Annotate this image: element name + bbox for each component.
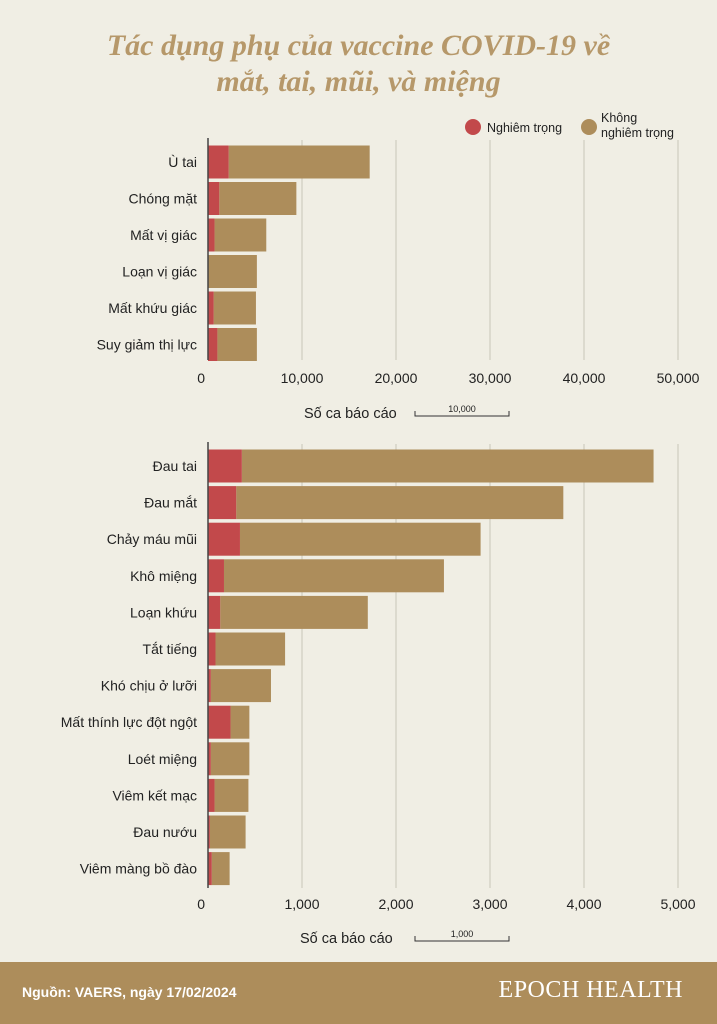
x-tick-label: 20,000 bbox=[375, 370, 418, 386]
category-label: Loạn khứu bbox=[130, 604, 197, 620]
scale-bracket bbox=[414, 411, 510, 417]
scale-label: 10,000 bbox=[448, 404, 476, 414]
category-label: Viêm kết mạc bbox=[112, 787, 197, 803]
bar-non-serious bbox=[230, 705, 250, 739]
chart-bottom: Đau tai Đau mắt Chảy máu mũi Khô miệng Loạn … bbox=[61, 442, 696, 947]
category-label: Đau tai bbox=[153, 458, 197, 474]
x-tick-label: 0 bbox=[197, 370, 205, 386]
bar-serious bbox=[208, 742, 211, 776]
x-axis-label: Số ca báo cáo bbox=[304, 406, 397, 422]
bar-serious bbox=[208, 291, 214, 325]
bar-non-serious bbox=[210, 742, 250, 776]
bar-serious bbox=[208, 218, 215, 252]
category-label: Đau nướu bbox=[133, 824, 197, 840]
bar-serious bbox=[208, 559, 224, 593]
bar-non-serious bbox=[214, 218, 267, 252]
bar-serious bbox=[208, 669, 211, 703]
bar-non-serious bbox=[223, 559, 444, 593]
category-label: Loạn vị giác bbox=[122, 264, 197, 280]
category-label: Chóng mặt bbox=[129, 191, 198, 207]
bar-non-serious bbox=[220, 595, 368, 629]
x-tick-label: 1,000 bbox=[284, 896, 319, 912]
bar-serious bbox=[208, 595, 221, 629]
x-tick-label: 5,000 bbox=[660, 896, 695, 912]
x-tick-label: 3,000 bbox=[472, 896, 507, 912]
bar-serious bbox=[208, 145, 229, 179]
category-label: Ù tai bbox=[168, 154, 197, 170]
x-axis-label: Số ca báo cáo bbox=[300, 931, 393, 947]
x-tick-label: 30,000 bbox=[469, 370, 512, 386]
category-label: Loét miệng bbox=[128, 751, 197, 767]
source-note: Nguồn: VAERS, ngày 17/02/2024 bbox=[22, 984, 237, 1000]
bar-non-serious bbox=[241, 449, 654, 483]
x-tick-label: 40,000 bbox=[563, 370, 606, 386]
chart-top: Ù tai Chóng mặt Mất vị giác Loạn vị giác Mất… bbox=[97, 138, 700, 422]
legend-non-serious-swatch bbox=[581, 119, 597, 135]
category-label: Mất vị giác bbox=[130, 227, 197, 243]
bar-non-serious bbox=[210, 669, 271, 703]
x-tick-label: 50,000 bbox=[657, 370, 700, 386]
brand-logo: EPOCH HEALTH bbox=[498, 977, 683, 1003]
category-label: Viêm màng bồ đào bbox=[80, 861, 197, 877]
bar-serious bbox=[208, 328, 218, 361]
bar-serious bbox=[208, 632, 216, 666]
x-tick-label: 0 bbox=[197, 896, 205, 912]
x-tick-label: 10,000 bbox=[281, 370, 324, 386]
chart-title-line-2: mắt, tai, mũi, và miệng bbox=[216, 65, 501, 98]
bar-non-serious bbox=[214, 778, 249, 812]
bar-serious bbox=[208, 815, 210, 849]
bar-serious bbox=[208, 486, 237, 520]
legend-non-serious-label-2: nghiêm trọng bbox=[601, 126, 674, 140]
category-label: Mất thính lực đột ngột bbox=[61, 714, 197, 730]
charts-canvas: Nghiêm trọng Không nghiêm trọng Ù tai Chó… bbox=[61, 111, 700, 947]
bar-non-serious bbox=[213, 291, 256, 325]
bar-non-serious bbox=[236, 486, 564, 520]
legend-serious-swatch bbox=[465, 119, 481, 135]
bar-non-serious bbox=[219, 182, 297, 215]
category-label: Mất khứu giác bbox=[108, 300, 197, 316]
category-label: Chảy máu mũi bbox=[107, 531, 197, 547]
bar-serious bbox=[208, 852, 212, 886]
category-label: Khó chịu ở lưỡi bbox=[101, 678, 197, 694]
x-tick-label: 4,000 bbox=[566, 896, 601, 912]
bar-serious bbox=[208, 182, 220, 215]
bar-serious bbox=[208, 705, 231, 739]
category-label: Tắt tiếng bbox=[143, 641, 197, 657]
bar-non-serious bbox=[209, 815, 246, 849]
bar-non-serious bbox=[217, 328, 257, 361]
category-label: Đau mắt bbox=[144, 495, 197, 511]
category-label: Suy giảm thị lực bbox=[97, 337, 197, 353]
scale-label: 1,000 bbox=[451, 929, 474, 939]
legend-non-serious-label-1: Không bbox=[601, 111, 637, 125]
bar-non-serious bbox=[215, 632, 286, 666]
bar-non-serious bbox=[208, 255, 257, 288]
chart-title-line-1: Tác dụng phụ của vaccine COVID-19 về bbox=[106, 29, 611, 62]
legend: Nghiêm trọng Không nghiêm trọng bbox=[465, 111, 674, 140]
bar-non-serious bbox=[239, 522, 481, 556]
category-label: Khô miệng bbox=[130, 568, 197, 584]
legend-serious-label: Nghiêm trọng bbox=[487, 121, 562, 135]
bar-non-serious bbox=[211, 852, 230, 886]
bar-serious bbox=[208, 778, 215, 812]
bar-non-serious bbox=[228, 145, 370, 179]
bar-serious bbox=[208, 449, 242, 483]
x-tick-label: 2,000 bbox=[378, 896, 413, 912]
bar-serious bbox=[208, 522, 240, 556]
scale-bracket bbox=[414, 936, 510, 942]
footer-bar: Nguồn: VAERS, ngày 17/02/2024 EPOCH HEAL… bbox=[0, 962, 717, 1024]
